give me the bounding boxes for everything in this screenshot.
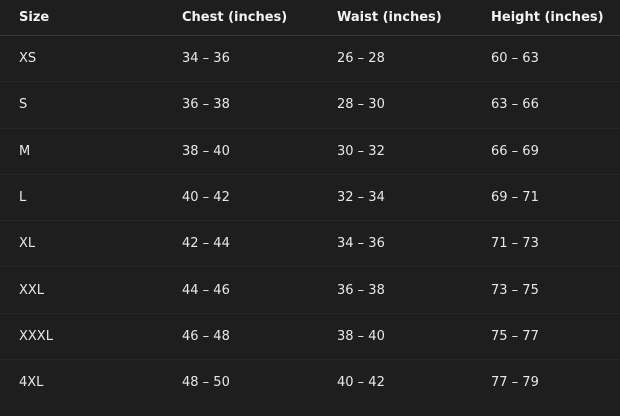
- cell-waist: 26 – 28: [337, 35, 491, 83]
- header-waist: Waist (inches): [337, 0, 491, 36]
- cell-waist: 30 – 32: [337, 128, 491, 175]
- cell-waist: 38 – 40: [337, 313, 491, 361]
- cell-size: XXXL: [0, 313, 182, 361]
- cell-chest: 38 – 40: [182, 128, 337, 175]
- cell-waist: 34 – 36: [337, 220, 491, 268]
- table-row: XS 34 – 36 26 – 28 60 – 63: [0, 35, 620, 83]
- table-row: 4XL 48 – 50 40 – 42 77 – 79: [0, 360, 620, 406]
- cell-chest: 44 – 46: [182, 266, 337, 314]
- cell-chest: 36 – 38: [182, 81, 337, 129]
- cell-size: S: [0, 81, 182, 129]
- cell-size: 4XL: [19, 375, 44, 391]
- cell-size: XXL: [0, 266, 182, 314]
- size-chart-table: Size Chest (inches) Waist (inches) Heigh…: [0, 0, 620, 406]
- table-header-row: Size Chest (inches) Waist (inches) Heigh…: [0, 0, 620, 36]
- cell-chest: 34 – 36: [182, 35, 337, 83]
- header-height: Height (inches): [491, 0, 620, 36]
- cell-height: 73 – 75: [491, 266, 620, 314]
- cell-height: 75 – 77: [491, 313, 620, 361]
- cell-waist: 40 – 42: [337, 375, 385, 391]
- table-row: M 38 – 40 30 – 32 66 – 69: [0, 128, 620, 175]
- cell-height: 71 – 73: [491, 220, 620, 268]
- table-row: XXXL 46 – 48 38 – 40 75 – 77: [0, 313, 620, 361]
- cell-waist: 32 – 34: [337, 174, 491, 222]
- cell-chest: 40 – 42: [182, 174, 337, 222]
- cell-height: 77 – 79: [491, 375, 539, 391]
- cell-waist: 36 – 38: [337, 266, 491, 314]
- table-row: XXL 44 – 46 36 – 38 73 – 75: [0, 266, 620, 314]
- cell-waist: 28 – 30: [337, 81, 491, 129]
- cell-size: XL: [0, 220, 182, 268]
- cell-chest: 48 – 50: [182, 375, 230, 391]
- cell-height: 66 – 69: [491, 128, 620, 175]
- table-row: L 40 – 42 32 – 34 69 – 71: [0, 174, 620, 222]
- cell-size: L: [0, 174, 182, 222]
- header-size: Size: [0, 0, 182, 36]
- cell-chest: 42 – 44: [182, 220, 337, 268]
- header-chest: Chest (inches): [182, 0, 337, 36]
- cell-chest: 46 – 48: [182, 313, 337, 361]
- table-row: S 36 – 38 28 – 30 63 – 66: [0, 81, 620, 129]
- table-row: XL 42 – 44 34 – 36 71 – 73: [0, 220, 620, 268]
- cell-height: 60 – 63: [491, 35, 620, 83]
- cell-height: 63 – 66: [491, 81, 620, 129]
- cell-height: 69 – 71: [491, 174, 620, 222]
- cell-size: XS: [0, 35, 182, 83]
- cell-size: M: [0, 128, 182, 175]
